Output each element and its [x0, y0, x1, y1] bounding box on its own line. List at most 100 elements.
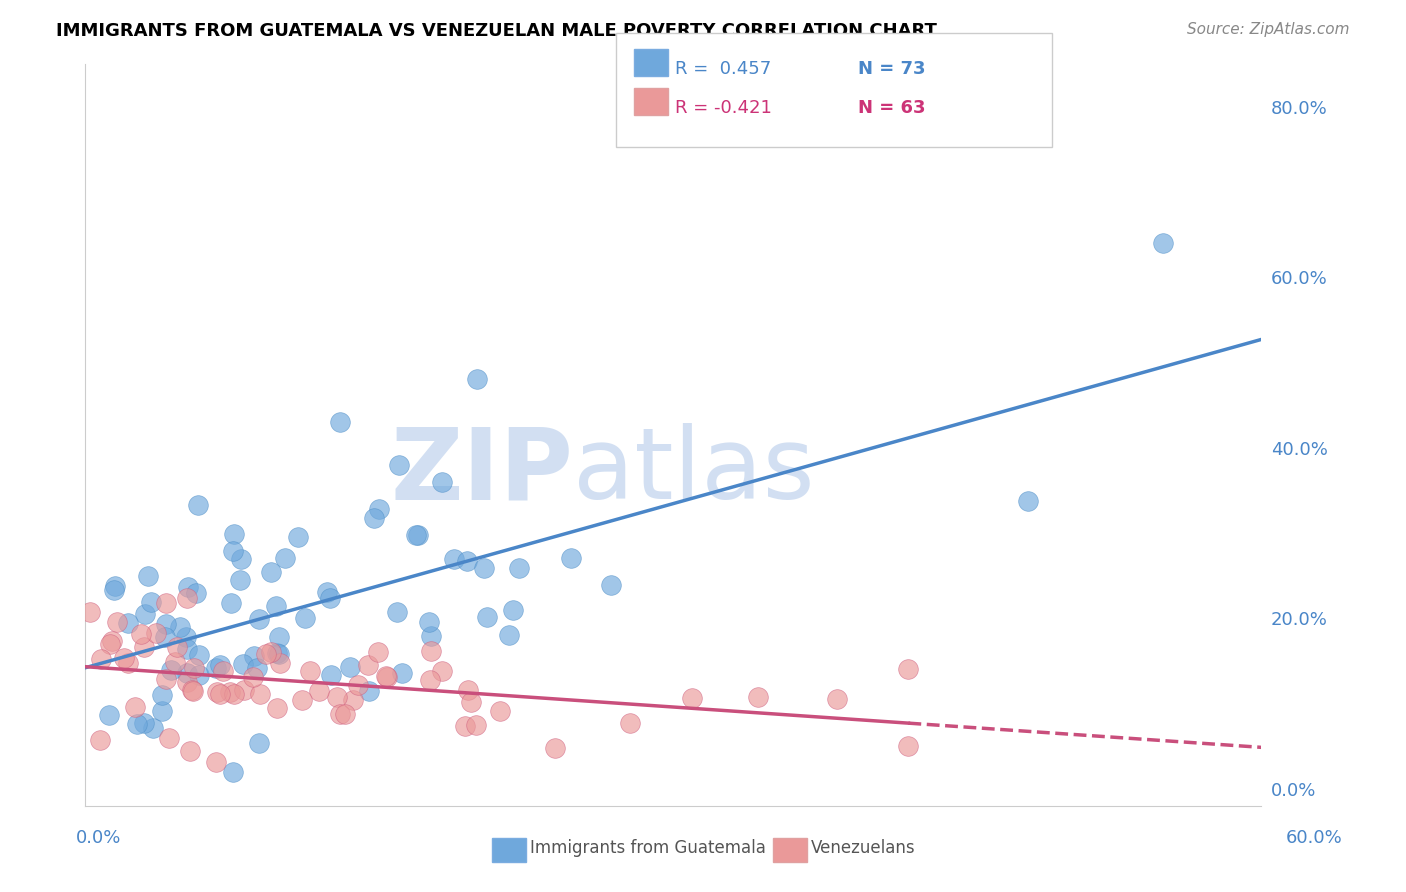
Point [367, 502, 389, 516]
Point [155, 616, 177, 631]
Point [157, 731, 180, 746]
Point [160, 664, 183, 678]
Point [183, 661, 205, 675]
Point [142, 721, 165, 735]
Text: Immigrants from Guatemala: Immigrants from Guatemala [530, 839, 766, 857]
Point [205, 684, 228, 698]
Point [188, 667, 211, 681]
Text: R =  0.457: R = 0.457 [675, 60, 770, 78]
Point [155, 630, 177, 644]
Text: IMMIGRANTS FROM GUATEMALA VS VENEZUELAN MALE POVERTY CORRELATION CHART: IMMIGRANTS FROM GUATEMALA VS VENEZUELAN … [56, 22, 938, 40]
Point [326, 690, 349, 704]
Point [342, 693, 364, 707]
Point [188, 648, 211, 663]
Point [619, 716, 641, 731]
Point [420, 643, 443, 657]
Point [308, 684, 330, 698]
Point [456, 554, 478, 568]
Point [134, 607, 156, 621]
Point [316, 585, 339, 599]
Point [103, 583, 125, 598]
Point [287, 530, 309, 544]
Point [457, 682, 479, 697]
Point [291, 693, 314, 707]
Point [125, 717, 148, 731]
Point [359, 683, 381, 698]
Point [176, 591, 198, 605]
Point [269, 647, 291, 661]
Point [145, 625, 167, 640]
Point [186, 586, 208, 600]
Text: 0.0%: 0.0% [76, 829, 121, 847]
Point [419, 673, 441, 688]
Point [205, 661, 228, 675]
Point [247, 612, 270, 626]
Point [475, 609, 498, 624]
Point [367, 645, 389, 659]
Point [335, 707, 357, 722]
Point [117, 656, 139, 670]
Point [219, 596, 242, 610]
Point [132, 716, 155, 731]
Point [454, 719, 477, 733]
Point [498, 628, 520, 642]
Point [465, 372, 488, 386]
Point [233, 683, 256, 698]
Point [117, 615, 139, 630]
Point [132, 640, 155, 654]
Point [180, 682, 202, 697]
Point [242, 670, 264, 684]
Text: Source: ZipAtlas.com: Source: ZipAtlas.com [1187, 22, 1350, 37]
Point [418, 615, 440, 629]
Point [176, 580, 198, 594]
Point [166, 640, 188, 654]
Point [229, 551, 252, 566]
Point [229, 573, 252, 587]
Point [319, 591, 342, 605]
Point [299, 665, 322, 679]
Point [897, 662, 920, 676]
Point [98, 637, 121, 651]
Point [897, 739, 920, 753]
Point [508, 561, 530, 575]
Point [89, 732, 111, 747]
Point [129, 626, 152, 640]
Point [405, 527, 427, 541]
Point [246, 661, 269, 675]
Point [222, 544, 245, 558]
Point [488, 704, 510, 718]
Point [176, 641, 198, 656]
Point [357, 657, 380, 672]
Point [388, 458, 411, 472]
Point [187, 498, 209, 512]
Text: Venezuelans: Venezuelans [811, 839, 915, 857]
Point [560, 550, 582, 565]
Text: R = -0.421: R = -0.421 [675, 99, 772, 117]
Point [432, 665, 454, 679]
Point [1017, 493, 1039, 508]
Point [408, 528, 430, 542]
Point [247, 736, 270, 750]
Point [124, 699, 146, 714]
Point [112, 651, 135, 665]
Point [747, 690, 769, 705]
Point [176, 665, 198, 680]
Point [502, 603, 524, 617]
Point [79, 606, 101, 620]
Point [174, 630, 197, 644]
Point [139, 595, 162, 609]
Point [208, 687, 231, 701]
Point [155, 596, 177, 610]
Point [472, 560, 495, 574]
Point [176, 675, 198, 690]
Point [249, 687, 271, 701]
Point [222, 764, 245, 779]
Point [266, 646, 288, 660]
Point [266, 701, 288, 715]
Text: N = 63: N = 63 [858, 99, 925, 117]
Text: atlas: atlas [574, 424, 815, 520]
Point [209, 658, 232, 673]
Point [150, 688, 173, 702]
Point [419, 629, 441, 643]
Point [339, 660, 361, 674]
